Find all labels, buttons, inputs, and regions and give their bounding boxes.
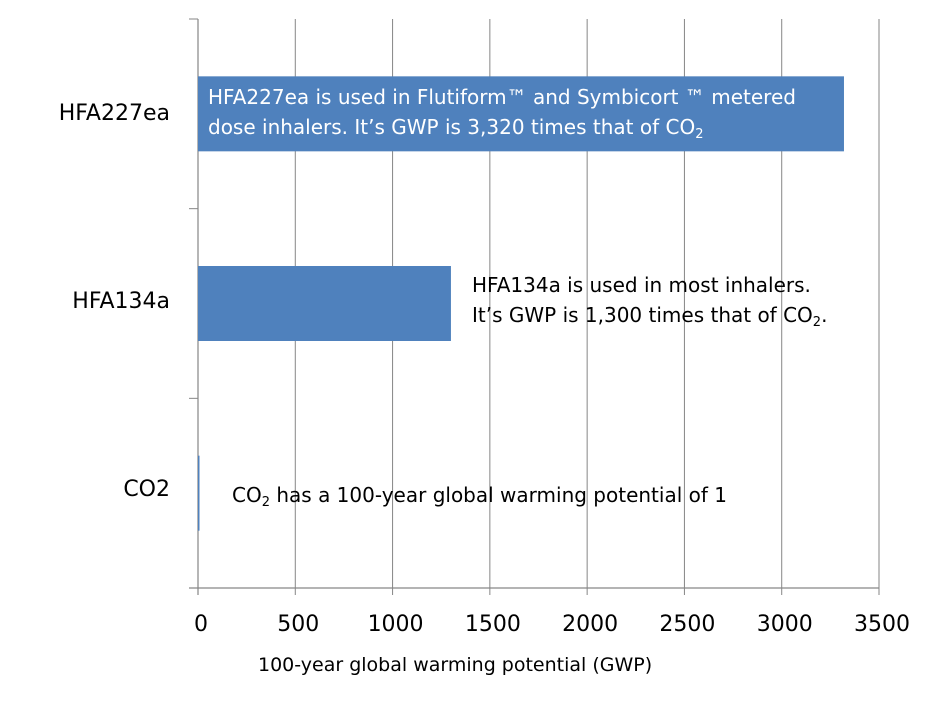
annotation-line: CO2 has a 100-year global warming potent… <box>232 483 727 510</box>
bar-hfa134a <box>198 266 451 341</box>
category-label-hfa134a: HFA134a <box>72 289 170 314</box>
x-tick-label: 0 <box>194 612 208 637</box>
x-axis-label: 100-year global warming potential (GWP) <box>258 654 653 676</box>
category-label-hfa227ea: HFA227ea <box>58 101 170 126</box>
x-tick-label: 2500 <box>659 612 716 637</box>
annotation-hfa227ea: HFA227ea is used in Flutiform™ and Symbi… <box>208 82 796 142</box>
x-tick-label: 2000 <box>562 612 619 637</box>
x-tick-label: 1500 <box>464 612 521 637</box>
x-tick-label: 3000 <box>756 612 813 637</box>
x-tick-label: 500 <box>277 612 320 637</box>
annotation-line: dose inhalers. It’s GWP is 3,320 times t… <box>208 115 704 142</box>
annotation-line: It’s GWP is 1,300 times that of CO2. <box>472 303 828 330</box>
bar-hfa227ea <box>198 76 844 152</box>
x-tick-label: 1000 <box>367 612 424 637</box>
annotation-line: HFA134a is used in most inhalers. <box>472 273 811 297</box>
x-tick-label: 3500 <box>854 612 910 637</box>
bar-co2 <box>198 455 200 531</box>
annotation-co2: CO2 has a 100-year global warming potent… <box>232 480 727 510</box>
annotation-line: HFA227ea is used in Flutiform™ and Symbi… <box>208 85 796 109</box>
annotation-hfa134a: HFA134a is used in most inhalers. It’s G… <box>472 270 827 330</box>
category-label-co2: CO2 <box>123 477 170 502</box>
